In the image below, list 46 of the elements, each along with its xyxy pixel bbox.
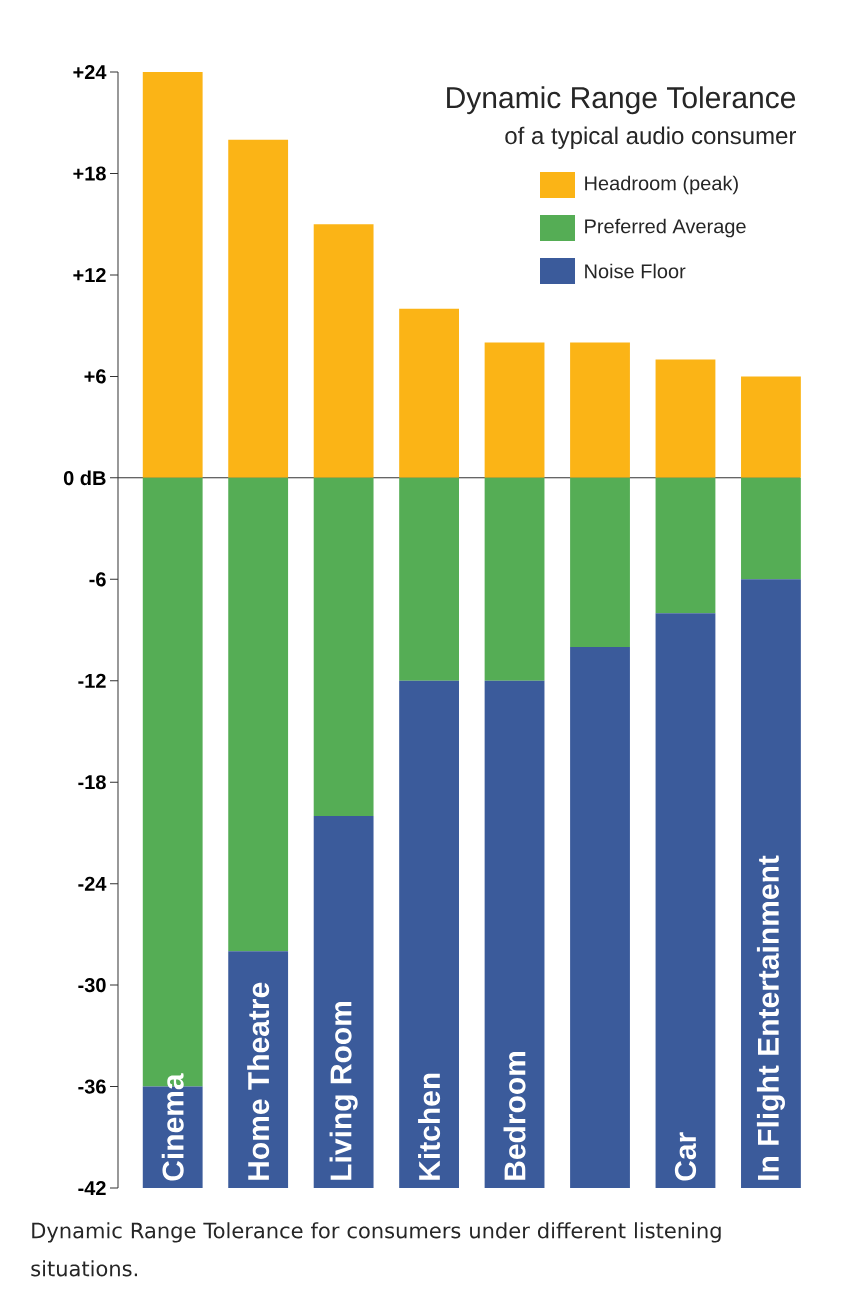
text: Dynamic Range Tolerance for consumers under different listening situations. [31,1222,721,1277]
bar [142,72,203,478]
bar [655,359,716,478]
bar [741,579,801,1189]
bar [484,477,545,681]
bar [655,477,716,614]
bar [228,139,289,478]
x-tick-label: Home Theatre [247,982,270,1180]
legend-label: Preferred Average [585,218,746,238]
x-tick-label: In Flight Entertainment [756,855,785,1180]
bar [655,613,716,1189]
bar [741,477,801,580]
y-tick-label: -30 [78,978,106,993]
y-tick-label: -24 [78,876,107,891]
bar [313,477,374,817]
y-tick-label: 0 dB [63,470,106,486]
bar [570,477,630,647]
y-tick-label: -6 [89,572,106,587]
y-tick-label: +18 [73,166,106,181]
x-tick-label: Car [674,1132,697,1181]
bar [570,342,630,478]
bar [399,308,459,478]
x-tick-label: Living Room [329,1002,358,1180]
y-tick-label: +24 [73,65,107,80]
bar [399,680,459,1189]
y-tick-label: +12 [73,267,106,282]
bar [228,477,289,952]
chart-title: Dynamic Range Tolerance [447,86,796,115]
y-tick-label: -42 [78,1181,106,1195]
y-tick-label: -18 [78,775,106,790]
bar [313,224,374,478]
bar [313,816,374,1189]
x-tick-label: Cinema [161,1073,184,1181]
x-tick-label: Kitchen [418,1073,441,1180]
y-tick-label: -36 [78,1079,106,1094]
legend-label: Headroom (peak) [585,175,738,195]
x-tick-label: Bedroom [503,1052,526,1180]
text: of a typical audio consumer [505,126,797,149]
bar [484,680,545,1189]
y-tick-label: -12 [78,673,106,688]
legend-label: Noise Floor [585,263,686,279]
bar [570,646,630,1189]
bar [741,376,801,478]
y-tick-label: +6 [84,369,106,384]
bar [399,477,459,681]
bar [484,342,545,478]
